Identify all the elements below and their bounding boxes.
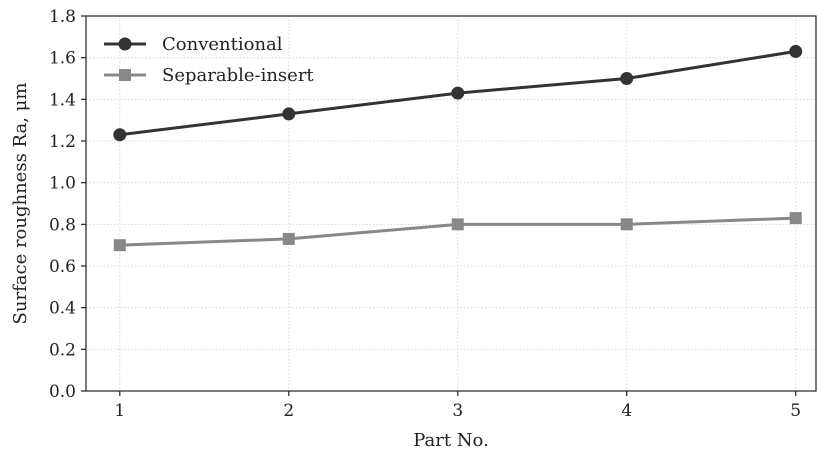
series-conventional (113, 44, 803, 142)
y-tick-label: 1.6 (49, 49, 76, 69)
legend: Conventional Separable-insert (104, 34, 314, 86)
legend-label: Conventional (162, 34, 283, 55)
y-tick-label: 1.2 (49, 132, 76, 152)
data-point (282, 232, 295, 245)
y-axis-label: Surface roughness Ra, μm (10, 83, 31, 325)
legend-item-conventional: Conventional (104, 34, 283, 55)
legend-label: Separable-insert (162, 65, 314, 86)
data-point (451, 218, 464, 231)
plot-frame (85, 15, 817, 392)
y-tick-label: 1.8 (49, 7, 76, 27)
data-point (113, 239, 126, 252)
x-tick-label: 5 (790, 401, 801, 421)
data-point (620, 72, 634, 85)
x-tick-label: 4 (621, 401, 632, 421)
legend-marker (119, 69, 131, 81)
x-tick-label: 3 (452, 401, 463, 421)
data-point (282, 107, 296, 121)
series-layer (113, 44, 803, 252)
legend-marker (118, 37, 132, 51)
axes: 0.0 0.2 0.4 0.6 0.8 1.0 1.2 1.4 1.6 1.8 1 2 3 4 5 (49, 7, 817, 421)
y-tick-label: 0.4 (49, 299, 76, 319)
data-point (620, 218, 633, 231)
y-tick-label: 1.0 (49, 174, 76, 194)
data-point (113, 128, 127, 142)
y-tick-label: 0.6 (49, 257, 76, 277)
x-tick-label: 1 (114, 401, 125, 421)
series-separable-insert (113, 212, 802, 252)
y-tick-label: 1.4 (49, 90, 76, 110)
data-point (789, 212, 802, 225)
x-tick-label: 2 (283, 401, 294, 421)
data-point (789, 44, 803, 58)
y-tick-label: 0.8 (49, 215, 76, 235)
data-point (451, 86, 465, 100)
x-axis-label: Part No. (413, 430, 489, 451)
y-tick-label: 0.2 (49, 340, 76, 360)
legend-item-separable-insert: Separable-insert (104, 65, 314, 86)
y-tick-label: 0.0 (49, 382, 76, 402)
